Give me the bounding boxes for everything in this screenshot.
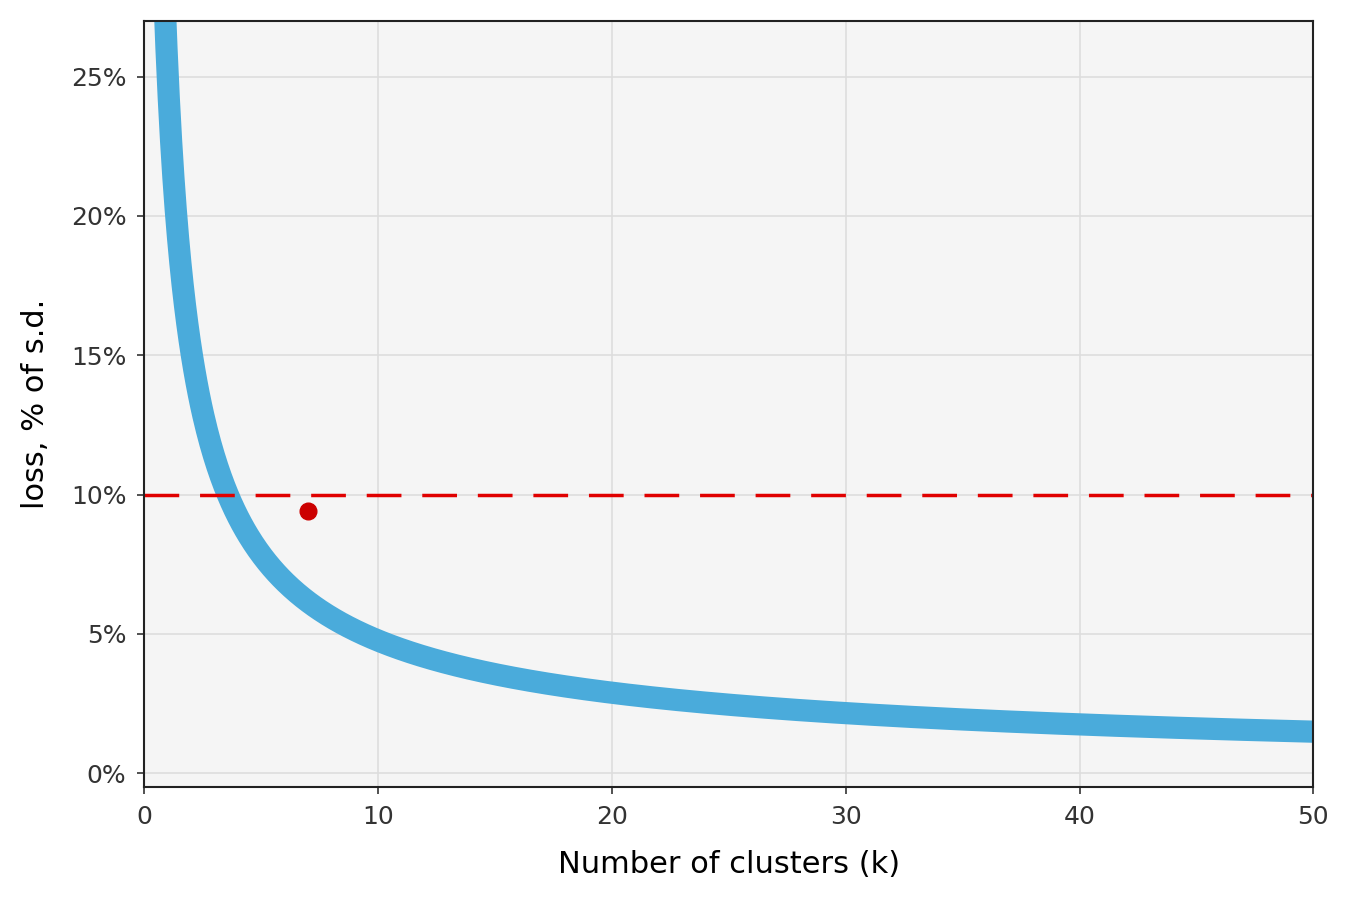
X-axis label: Number of clusters (k): Number of clusters (k) <box>558 850 900 879</box>
Y-axis label: loss, % of s.d.: loss, % of s.d. <box>20 299 50 509</box>
